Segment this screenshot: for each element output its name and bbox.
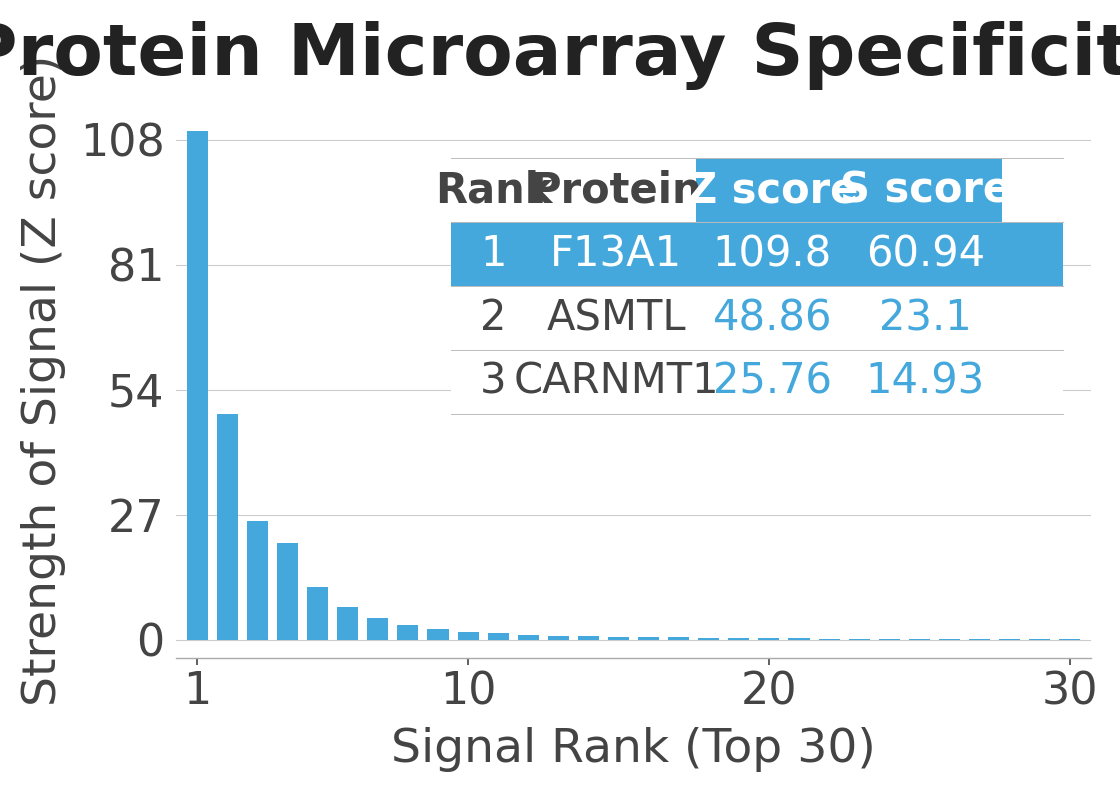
Bar — [450, 222, 1063, 286]
Bar — [450, 158, 1063, 414]
Bar — [939, 639, 960, 640]
Bar — [819, 638, 840, 640]
X-axis label: Signal Rank (Top 30): Signal Rank (Top 30) — [391, 727, 876, 772]
Bar — [849, 158, 1002, 222]
Bar — [450, 158, 536, 222]
Text: Z score: Z score — [687, 169, 858, 211]
Bar — [638, 637, 660, 640]
Text: Protein: Protein — [530, 169, 702, 211]
Bar — [758, 638, 780, 640]
Bar — [277, 542, 298, 640]
Bar — [728, 638, 749, 640]
Text: 14.93: 14.93 — [866, 361, 986, 403]
Bar — [187, 132, 208, 640]
Text: 60.94: 60.94 — [866, 233, 986, 275]
Text: S score: S score — [840, 169, 1011, 211]
Text: 3: 3 — [480, 361, 507, 403]
Bar — [428, 630, 448, 640]
Bar — [578, 636, 599, 640]
Text: ASMTL: ASMTL — [547, 297, 685, 339]
Text: 23.1: 23.1 — [879, 297, 972, 339]
Text: Rank: Rank — [435, 169, 552, 211]
Bar — [458, 631, 478, 640]
Text: 25.76: 25.76 — [712, 361, 832, 403]
Bar — [669, 638, 689, 640]
Bar — [849, 638, 870, 640]
Text: CARNMT1: CARNMT1 — [513, 361, 719, 403]
Y-axis label: Strength of Signal (Z score): Strength of Signal (Z score) — [21, 55, 66, 707]
Bar — [398, 625, 419, 640]
Bar — [450, 286, 1063, 350]
Bar — [698, 638, 719, 640]
Bar — [337, 607, 358, 640]
Bar — [450, 350, 1063, 414]
Text: 48.86: 48.86 — [712, 297, 832, 339]
Text: F13A1: F13A1 — [550, 233, 682, 275]
Bar — [307, 587, 328, 640]
Bar — [217, 414, 237, 640]
Bar — [696, 158, 849, 222]
Bar — [969, 639, 990, 640]
Text: 2: 2 — [480, 297, 506, 339]
Bar — [367, 618, 389, 640]
Bar — [248, 521, 268, 640]
Bar — [908, 639, 930, 640]
Bar — [487, 634, 508, 640]
Text: 109.8: 109.8 — [712, 233, 832, 275]
Bar — [608, 637, 629, 640]
Title: Human Protein Microarray Specificity Validation: Human Protein Microarray Specificity Val… — [0, 21, 1120, 90]
Bar — [517, 634, 539, 640]
Bar — [788, 638, 810, 640]
Bar — [879, 639, 899, 640]
Bar — [536, 158, 696, 222]
Bar — [548, 635, 569, 640]
Text: 1: 1 — [480, 233, 506, 275]
